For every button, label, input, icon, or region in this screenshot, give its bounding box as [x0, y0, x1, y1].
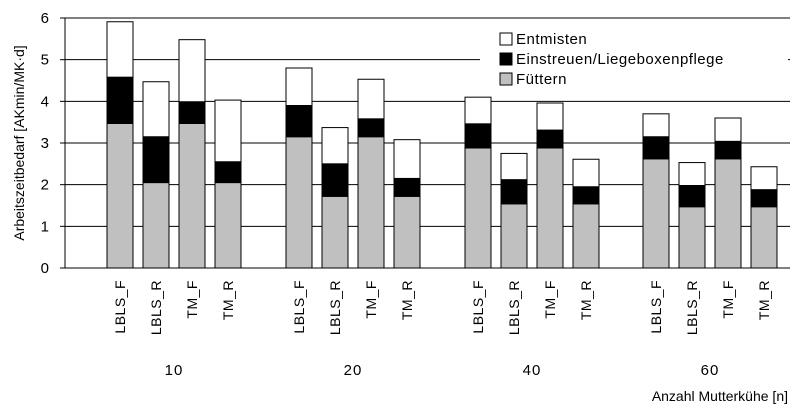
bar-segment — [536, 147, 564, 269]
x-category-label: LBLS_R — [684, 280, 700, 335]
y-tick-label: 2 — [41, 177, 49, 194]
bar-segment — [321, 127, 349, 165]
bar-segment — [678, 185, 706, 208]
bar-segment — [178, 39, 206, 103]
bar-segment — [357, 118, 385, 138]
bar-segment — [750, 206, 778, 269]
x-category-label: LBLS_R — [506, 280, 522, 335]
y-tick-label: 0 — [41, 260, 49, 277]
y-tick-label: 5 — [41, 52, 49, 69]
bar-segment — [393, 195, 421, 269]
bar-segment — [178, 122, 206, 269]
bar-segment — [750, 189, 778, 208]
bar-segment — [393, 139, 421, 179]
x-axis-title: Anzahl Mutterkühe [n] — [652, 388, 788, 404]
bar-segment — [642, 136, 670, 160]
bar-segment — [285, 67, 313, 106]
bar-segment — [500, 203, 528, 269]
bar-segment — [357, 78, 385, 120]
x-category-label: LBLS_R — [148, 280, 164, 335]
x-category-label: TM_F — [184, 280, 200, 319]
x-category-label: LBLS_F — [648, 280, 664, 334]
bar-segment — [106, 76, 134, 124]
legend-swatch — [499, 72, 513, 86]
x-category-label: TM_R — [220, 280, 236, 320]
x-group-label: 20 — [344, 362, 363, 379]
x-category-label: LBLS_F — [112, 280, 128, 334]
bar-segment — [464, 96, 492, 125]
x-category-label: LBLS_F — [291, 280, 307, 334]
bar-segment — [285, 105, 313, 138]
bar-segment — [106, 21, 134, 78]
x-category-label: LBLS_R — [327, 280, 343, 335]
y-tick-label: 1 — [41, 218, 49, 235]
y-tick-label: 3 — [41, 135, 49, 152]
bar-segment — [214, 99, 242, 163]
bar-segment — [142, 136, 170, 184]
x-category-label: TM_R — [756, 280, 772, 320]
bar-segment — [678, 206, 706, 269]
legend-swatch — [499, 32, 513, 46]
bar-segment — [714, 117, 742, 142]
x-group-label: 10 — [165, 362, 184, 379]
bar-segment — [142, 182, 170, 269]
bar-segment — [321, 163, 349, 197]
bar-segment — [500, 179, 528, 205]
legend-box — [480, 26, 788, 88]
legend-label: Entmisten — [516, 31, 587, 48]
bar-segment — [142, 81, 170, 138]
bar-segment — [393, 177, 421, 197]
x-category-label: TM_F — [542, 280, 558, 319]
x-group-label: 60 — [701, 362, 720, 379]
bar-segment — [464, 123, 492, 149]
bar-segment — [572, 186, 600, 205]
bar-segment — [285, 136, 313, 269]
bar-segment — [214, 182, 242, 269]
legend-label: Füttern — [516, 71, 567, 88]
bar-segment — [536, 102, 564, 131]
x-category-label: TM_F — [720, 280, 736, 319]
bar-segment — [572, 158, 600, 188]
x-category-label: TM_F — [363, 280, 379, 319]
bar-segment — [357, 136, 385, 269]
bar-segment — [678, 162, 706, 186]
bar-segment — [642, 158, 670, 269]
bar-segment — [500, 152, 528, 181]
bar-segment — [750, 166, 778, 191]
bar-segment — [714, 158, 742, 269]
x-group-label: 40 — [523, 362, 542, 379]
bar-segment — [321, 195, 349, 269]
x-category-label: TM_R — [578, 280, 594, 320]
legend-label: Einstreuen/Liegeboxenpflege — [516, 51, 724, 68]
x-category-label: LBLS_F — [470, 280, 486, 334]
y-axis-title: Arbeitszeitbedarf [AKmin/MK·d] — [11, 45, 27, 240]
bar-segment — [642, 113, 670, 138]
bar-segment — [464, 147, 492, 269]
bar-segment — [178, 101, 206, 124]
x-category-label: TM_R — [399, 280, 415, 320]
bar-segment — [106, 122, 134, 269]
legend-swatch — [499, 52, 513, 66]
bar-segment — [214, 161, 242, 184]
bar-segment — [714, 140, 742, 160]
bar-segment — [536, 129, 564, 149]
y-tick-label: 4 — [41, 93, 49, 110]
bar-segment — [572, 203, 600, 269]
y-tick-label: 6 — [41, 10, 49, 27]
